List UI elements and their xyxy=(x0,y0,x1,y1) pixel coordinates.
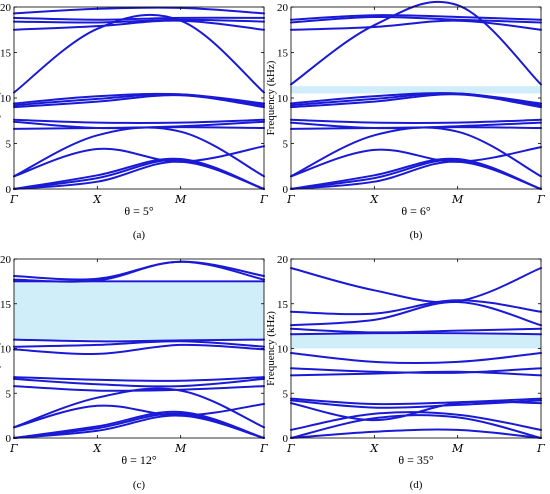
band-line xyxy=(13,343,265,355)
x-tick-label: Γ xyxy=(536,193,545,206)
band-line xyxy=(290,367,542,374)
x-tick-label: Γ xyxy=(536,442,545,455)
subfigure-caption: (b) xyxy=(410,229,423,241)
band-line xyxy=(13,120,265,130)
band-line xyxy=(13,260,265,281)
y-tick-label: 0 xyxy=(283,184,289,196)
band-line xyxy=(290,93,542,109)
band-line xyxy=(290,92,542,105)
band-line xyxy=(290,414,542,439)
y-tick-label: 5 xyxy=(6,388,12,400)
y-tick-label: 15 xyxy=(0,299,12,311)
band-line xyxy=(13,157,265,190)
band-line xyxy=(290,399,542,409)
y-tick-label: 15 xyxy=(277,48,289,60)
subfigure-caption: (a) xyxy=(133,229,146,241)
x-tick-label: Γ xyxy=(9,193,18,206)
bandgap-region xyxy=(14,283,264,340)
band-line xyxy=(290,0,542,86)
band-line xyxy=(290,428,542,439)
y-tick-label: 15 xyxy=(277,299,289,311)
band-line xyxy=(13,403,265,429)
y-tick-label: 0 xyxy=(283,433,289,445)
band-line xyxy=(13,19,265,31)
y-axis-title: Frequency (kHz) xyxy=(0,311,1,386)
y-tick-label: 20 xyxy=(0,2,12,14)
panel-d: 0 5 10 15 20 Γ X M Γ Frequency (kHz) θ = 35° (d) xyxy=(265,254,545,491)
x-tick-label: X xyxy=(369,442,379,455)
bandgap-region xyxy=(291,86,541,94)
band-line xyxy=(13,340,265,348)
x-tick-label: X xyxy=(92,193,102,206)
x-tick-label: Γ xyxy=(9,442,18,455)
band-line xyxy=(290,19,542,31)
x-tick-label: M xyxy=(174,193,187,206)
y-axis-title: Frequency (kHz) xyxy=(265,60,277,135)
bandgap-region xyxy=(291,335,541,349)
y-axis-title: Frequency (kHz) xyxy=(265,311,277,386)
angle-label: θ = 6° xyxy=(401,204,431,218)
y-tick-label: 0 xyxy=(6,184,12,196)
band-line xyxy=(13,18,265,24)
angle-label: θ = 5° xyxy=(124,204,154,218)
band-line xyxy=(13,376,265,382)
band-line xyxy=(13,16,265,21)
x-tick-label: Γ xyxy=(286,442,295,455)
band-line xyxy=(13,13,265,94)
y-tick-label: 20 xyxy=(0,254,12,266)
band-line xyxy=(290,300,542,327)
x-tick-label: M xyxy=(174,442,187,455)
y-tick-label: 5 xyxy=(283,388,289,400)
band-line xyxy=(290,157,542,190)
y-tick-label: 20 xyxy=(277,254,289,266)
band-line xyxy=(290,15,542,24)
band-line xyxy=(13,410,265,439)
x-tick-label: M xyxy=(451,442,464,455)
band-line xyxy=(290,121,542,130)
x-tick-label: Γ xyxy=(259,193,268,206)
band-line xyxy=(13,338,265,343)
x-tick-label: X xyxy=(369,193,379,206)
y-axis-title: Frequency (kHz) xyxy=(0,60,1,135)
y-tick-label: 5 xyxy=(283,139,289,151)
band-line xyxy=(13,6,265,15)
band-line xyxy=(13,92,265,105)
y-tick-label: 10 xyxy=(0,93,12,105)
y-tick-label: 10 xyxy=(277,93,289,105)
x-tick-label: Γ xyxy=(286,193,295,206)
y-tick-label: 5 xyxy=(6,139,12,151)
band-line xyxy=(13,94,265,109)
y-tick-label: 0 xyxy=(6,433,12,445)
band-line xyxy=(13,118,265,124)
y-tick-label: 20 xyxy=(277,2,289,14)
band-line xyxy=(290,14,542,21)
band-line xyxy=(290,118,542,124)
y-tick-label: 10 xyxy=(277,344,289,356)
subfigure-caption: (c) xyxy=(133,479,146,491)
subfigure-caption: (d) xyxy=(410,479,423,491)
x-tick-label: Γ xyxy=(259,442,268,455)
band-line xyxy=(290,267,542,304)
x-tick-label: X xyxy=(92,442,102,455)
angle-label: θ = 12° xyxy=(121,453,157,467)
angle-label: θ = 35° xyxy=(398,453,434,467)
band-line xyxy=(290,352,542,365)
x-tick-label: M xyxy=(451,193,464,206)
band-line xyxy=(13,385,265,392)
band-line xyxy=(13,377,265,388)
panel-b: 0 5 10 15 20 Γ X M Γ Frequency (kHz) θ = 6° (b) xyxy=(265,0,545,241)
panel-c: 0 5 10 15 20 Γ X M Γ Frequency (kHz) θ = 12° (c) xyxy=(0,254,268,491)
band-line xyxy=(290,299,542,316)
band-line xyxy=(290,397,542,406)
band-line xyxy=(290,327,542,334)
panel-a: 0 5 10 15 20 Γ X M Γ Frequency (kHz) θ = 5° (a) xyxy=(0,2,268,241)
y-tick-label: 15 xyxy=(0,48,12,60)
band-line xyxy=(290,146,542,178)
y-tick-label: 10 xyxy=(0,344,12,356)
band-line xyxy=(290,332,542,336)
